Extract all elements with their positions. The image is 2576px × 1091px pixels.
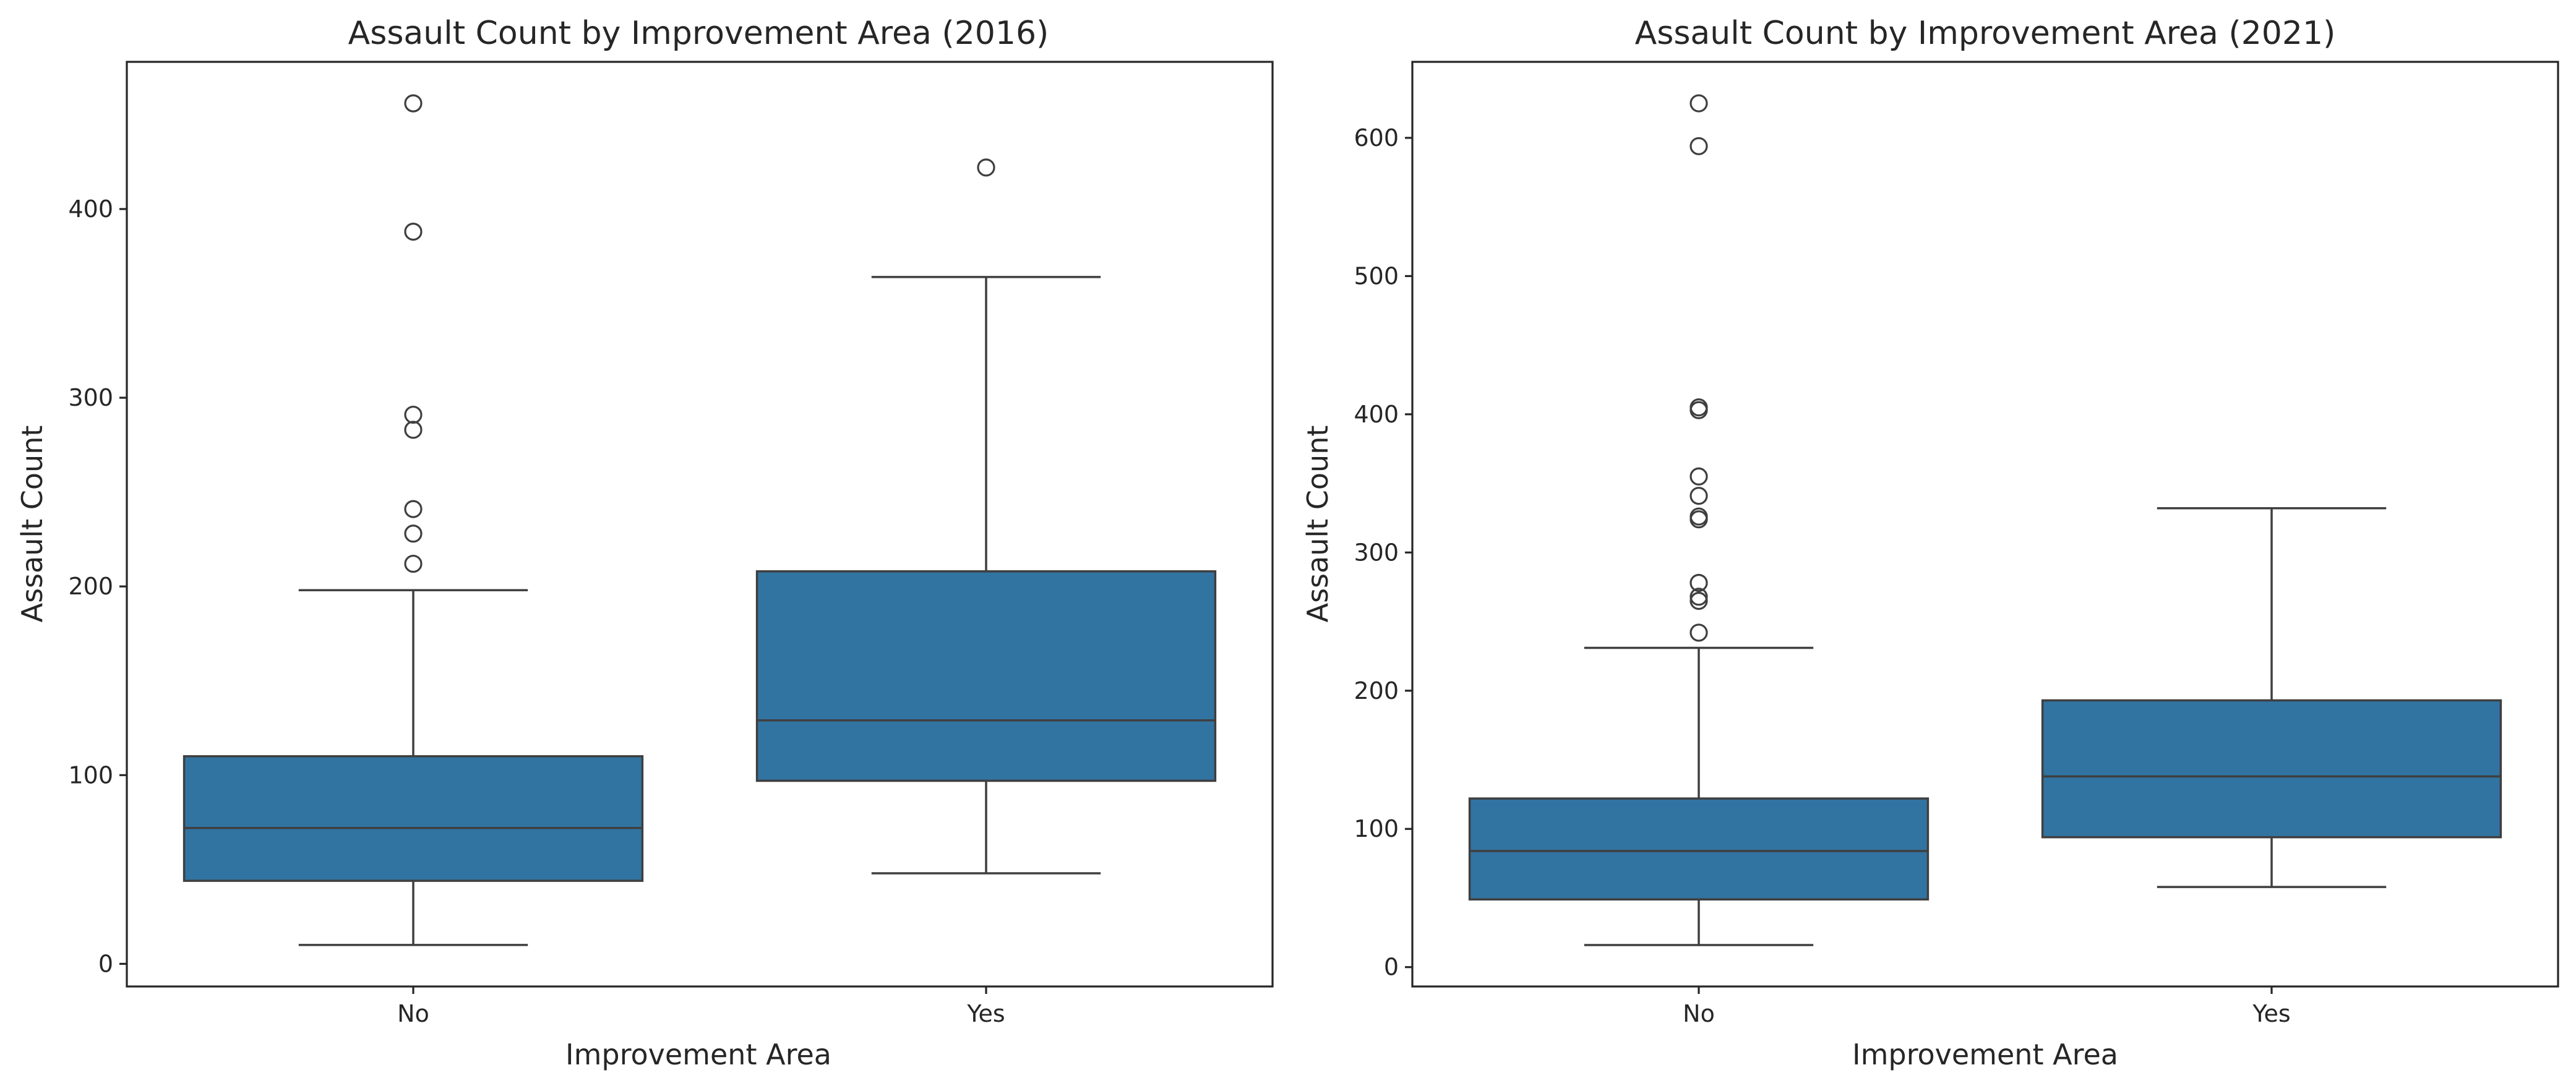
outlier-point <box>404 500 423 518</box>
iqr-box <box>2041 699 2502 839</box>
y-axis-label: Assault Count <box>15 426 49 623</box>
y-tick-label: 500 <box>1354 262 1399 289</box>
y-tick-label: 0 <box>98 950 113 977</box>
outlier-point <box>404 222 423 241</box>
x-axis-label: Improvement Area <box>565 1038 831 1071</box>
outlier-point <box>1689 398 1708 417</box>
iqr-box <box>182 755 644 882</box>
chart-panel-2021: Assault Count by Improvement Area (2021)… <box>1301 15 2559 1071</box>
outlier-point <box>1689 507 1708 526</box>
y-tick-label: 200 <box>1354 677 1399 704</box>
x-axis-ticks: No Yes <box>1683 986 2291 1027</box>
box-yes <box>2041 507 2502 888</box>
outlier-point <box>1689 573 1708 593</box>
outlier-point <box>1689 467 1708 486</box>
x-tick-label: Yes <box>966 1000 1005 1027</box>
y-tick-label: 0 <box>1384 954 1399 981</box>
axes-frame <box>1411 61 2559 988</box>
iqr-box <box>755 570 1217 782</box>
plot-area <box>1468 94 2502 946</box>
y-tick-label: 600 <box>1354 124 1399 152</box>
x-axis-ticks: No Yes <box>397 986 1005 1027</box>
outlier-point <box>1689 588 1708 606</box>
iqr-box <box>1468 797 1930 901</box>
y-tick-label: 300 <box>68 384 113 411</box>
chart-title: Assault Count by Improvement Area (2021) <box>1635 15 2336 52</box>
box-yes <box>755 158 1217 875</box>
box-no <box>1468 94 1930 946</box>
outlier-point <box>404 524 423 543</box>
outlier-point <box>1689 623 1708 642</box>
chart-title: Assault Count by Improvement Area (2016) <box>348 15 1049 52</box>
y-tick-label: 200 <box>68 573 113 600</box>
outlier-point <box>1689 137 1708 155</box>
chart-panel-2016: Assault Count by Improvement Area (2016)… <box>15 15 1274 1071</box>
y-tick-label: 400 <box>68 195 113 223</box>
x-tick-label: No <box>1683 1000 1715 1027</box>
outlier-point <box>404 554 423 573</box>
y-tick-label: 100 <box>68 761 113 789</box>
box-no <box>182 94 644 946</box>
outlier-point <box>404 421 423 439</box>
x-tick-label: No <box>397 1000 429 1027</box>
x-tick-label: Yes <box>2252 1000 2290 1027</box>
y-axis-label: Assault Count <box>1301 426 1334 623</box>
y-axis-ticks: 0 100 200 300 400 <box>68 195 127 977</box>
outlier-point <box>404 405 423 424</box>
outlier-point <box>977 158 995 177</box>
outlier-point <box>1689 591 1708 610</box>
y-tick-label: 300 <box>1354 539 1399 566</box>
y-axis-ticks: 0 100 200 300 400 500 600 <box>1354 124 1412 981</box>
y-tick-label: 400 <box>1354 401 1399 428</box>
outlier-point <box>1689 94 1708 113</box>
plot-area <box>182 94 1217 946</box>
outlier-point <box>404 94 423 113</box>
x-axis-label: Improvement Area <box>1852 1038 2118 1071</box>
outlier-point <box>1689 487 1708 505</box>
axes-frame <box>126 61 1274 988</box>
y-tick-label: 100 <box>1354 815 1399 842</box>
